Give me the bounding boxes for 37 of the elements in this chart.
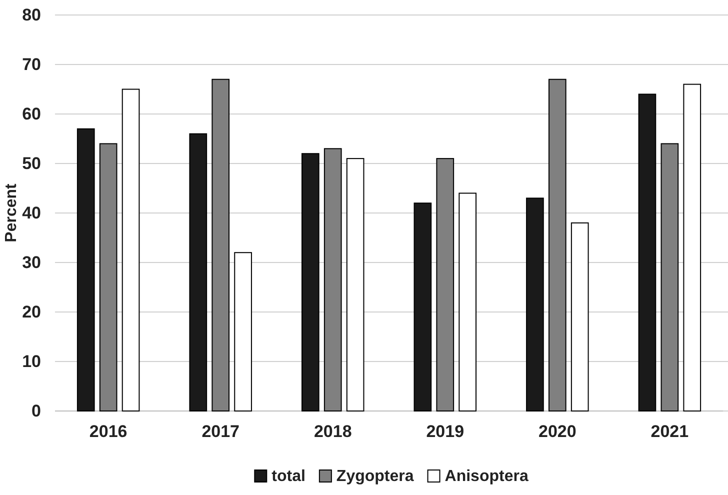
bar	[324, 148, 342, 412]
legend-label: total	[272, 468, 306, 485]
bar	[638, 94, 656, 412]
bar	[76, 128, 95, 412]
x-tick-label: 2018	[314, 422, 352, 442]
bar	[570, 222, 589, 412]
legend-label: Zygoptera	[336, 468, 414, 485]
bar	[436, 158, 454, 412]
x-tick-label: 2017	[202, 422, 240, 442]
y-tick-label: 10	[22, 352, 41, 371]
bar	[548, 78, 566, 412]
y-tick-label: 0	[32, 401, 41, 420]
bar	[526, 198, 544, 412]
y-tick-label: 50	[22, 154, 41, 173]
bar	[301, 153, 320, 412]
bar	[212, 78, 230, 412]
y-tick-label: 70	[22, 54, 41, 74]
bar	[99, 143, 118, 412]
x-tick-label: 2021	[650, 422, 689, 442]
x-tick-label: 2019	[426, 422, 464, 442]
bar	[234, 252, 252, 412]
y-tick-label: 20	[22, 302, 41, 322]
bar	[683, 84, 702, 412]
legend-label: Anisoptera	[444, 468, 528, 485]
y-tick-label: 80	[22, 5, 41, 24]
bar	[458, 192, 477, 412]
y-tick-label: 30	[22, 252, 41, 272]
x-tick-label: 2020	[538, 422, 576, 442]
y-tick-label: 40	[22, 203, 41, 222]
x-tick-label: 2016	[89, 422, 128, 442]
bar	[122, 88, 140, 412]
bar	[346, 158, 364, 412]
bar	[189, 133, 208, 412]
bar	[660, 143, 679, 412]
bar	[414, 202, 432, 412]
y-tick-label: 60	[22, 104, 41, 124]
y-axis-title: Percent	[3, 182, 20, 242]
